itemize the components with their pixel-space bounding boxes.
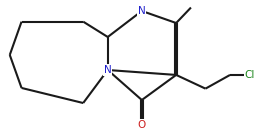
Text: N: N <box>104 65 112 75</box>
Text: O: O <box>138 120 146 130</box>
Text: Cl: Cl <box>244 70 255 80</box>
Text: N: N <box>138 6 146 16</box>
